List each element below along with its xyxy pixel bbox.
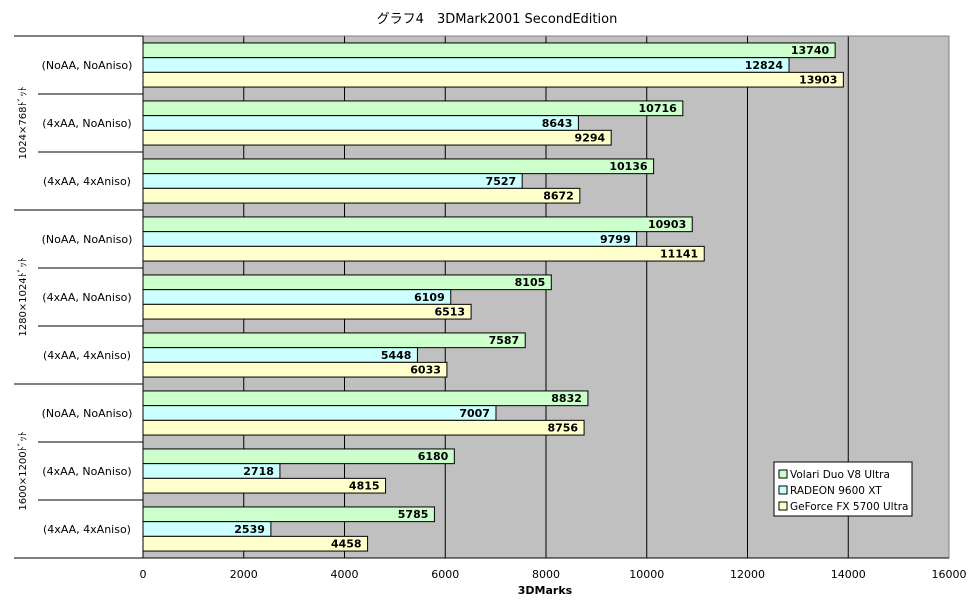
bar bbox=[142, 506, 435, 523]
bar bbox=[142, 303, 472, 320]
bar bbox=[142, 419, 585, 436]
bar bbox=[142, 100, 684, 117]
category-label: (NoAA, NoAniso) bbox=[42, 407, 133, 420]
x-tick-label: 12000 bbox=[730, 568, 765, 581]
data-label: 4458 bbox=[331, 538, 362, 551]
x-tick-label: 8000 bbox=[532, 568, 560, 581]
legend-label: Volari Duo V8 Ultra bbox=[790, 469, 890, 481]
data-label: 8756 bbox=[547, 422, 578, 435]
data-label: 5448 bbox=[381, 349, 412, 362]
legend-swatch bbox=[778, 485, 788, 495]
bar bbox=[142, 405, 497, 421]
bar bbox=[142, 347, 418, 363]
category-label: (NoAA, NoAniso) bbox=[42, 233, 133, 246]
bar bbox=[142, 390, 589, 407]
data-label: 7587 bbox=[489, 334, 520, 347]
x-tick-label: 14000 bbox=[831, 568, 866, 581]
legend: Volari Duo V8 Ultra RADEON 9600 XT GeForce… bbox=[773, 461, 913, 517]
data-label: 10716 bbox=[639, 102, 678, 115]
group-label: 1280×1024ﾄﾞｯﾄ bbox=[17, 257, 29, 336]
data-label: 13903 bbox=[799, 74, 837, 87]
data-label: 8105 bbox=[515, 276, 546, 289]
group-label: 1600×1200ﾄﾞｯﾄ bbox=[17, 431, 29, 510]
data-label: 6109 bbox=[414, 291, 445, 304]
data-label: 13740 bbox=[791, 44, 830, 57]
x-tick-label: 2000 bbox=[230, 568, 258, 581]
data-label: 2539 bbox=[234, 523, 265, 536]
data-label: 10136 bbox=[609, 160, 648, 173]
legend-box bbox=[773, 461, 913, 517]
bar bbox=[142, 231, 638, 247]
bar bbox=[142, 71, 844, 88]
x-tick-label: 10000 bbox=[629, 568, 664, 581]
bar bbox=[142, 42, 836, 59]
data-label: 2718 bbox=[243, 465, 274, 478]
category-label: (4xAA, NoAniso) bbox=[42, 465, 131, 478]
chart-title: グラフ4 3DMark2001 SecondEdition bbox=[377, 12, 618, 27]
bar bbox=[142, 289, 452, 305]
bar bbox=[142, 57, 790, 73]
data-label: 11141 bbox=[660, 248, 698, 261]
x-axis-label: 3DMarks bbox=[518, 584, 573, 597]
bar bbox=[142, 216, 693, 233]
bar bbox=[142, 129, 612, 146]
bar bbox=[142, 448, 455, 465]
group-label: 1024×768ﾄﾞｯﾄ bbox=[17, 87, 29, 160]
data-label: 6180 bbox=[418, 450, 449, 463]
category-label: (4xAA, NoAniso) bbox=[42, 117, 131, 130]
category-label: (4xAA, NoAniso) bbox=[42, 291, 131, 304]
data-label: 10903 bbox=[648, 218, 686, 231]
bar bbox=[142, 115, 579, 131]
data-label: 5785 bbox=[398, 508, 429, 521]
data-label: 8832 bbox=[551, 392, 582, 405]
data-label: 7527 bbox=[486, 175, 517, 188]
category-label: (NoAA, NoAniso) bbox=[42, 59, 133, 72]
data-label: 4815 bbox=[349, 480, 380, 493]
bar bbox=[142, 361, 448, 378]
bar bbox=[142, 332, 526, 349]
legend-swatch bbox=[778, 469, 788, 479]
data-label: 7007 bbox=[459, 407, 490, 420]
data-label: 9799 bbox=[600, 233, 631, 246]
data-label: 8672 bbox=[543, 190, 574, 203]
data-label: 8643 bbox=[542, 117, 573, 130]
legend-label: RADEON 9600 XT bbox=[790, 485, 882, 497]
data-label: 9294 bbox=[575, 132, 606, 145]
category-label: (4xAA, 4xAniso) bbox=[43, 349, 131, 362]
data-label: 6513 bbox=[434, 306, 465, 319]
category-label: (4xAA, 4xAniso) bbox=[43, 175, 131, 188]
x-tick-label: 16000 bbox=[932, 568, 967, 581]
legend-swatch bbox=[778, 501, 788, 511]
x-tick-label: 4000 bbox=[331, 568, 359, 581]
x-tick-label: 0 bbox=[140, 568, 147, 581]
data-label: 6033 bbox=[410, 364, 441, 377]
bar bbox=[142, 187, 581, 204]
bar bbox=[142, 173, 523, 189]
bar bbox=[142, 245, 705, 262]
bar bbox=[142, 158, 655, 175]
legend-label: GeForce FX 5700 Ultra bbox=[790, 501, 908, 513]
x-tick-label: 6000 bbox=[431, 568, 459, 581]
category-label: (4xAA, 4xAniso) bbox=[43, 523, 131, 536]
data-label: 12824 bbox=[745, 59, 784, 72]
bar bbox=[142, 274, 552, 291]
